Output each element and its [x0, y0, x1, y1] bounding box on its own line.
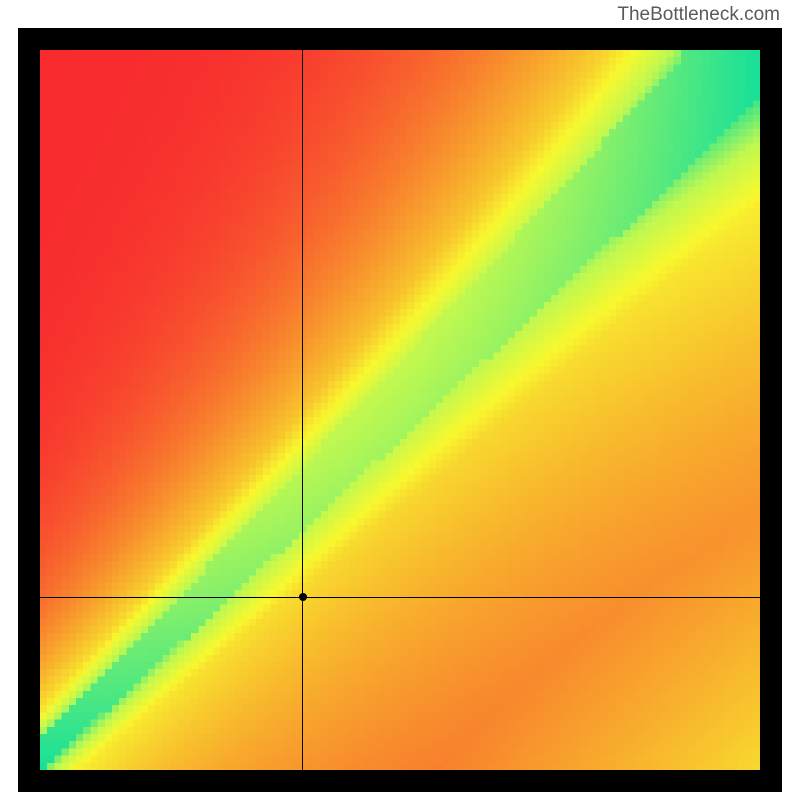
- crosshair-horizontal: [40, 597, 760, 598]
- crosshair-vertical: [302, 50, 303, 770]
- watermark-text: TheBottleneck.com: [617, 4, 780, 26]
- heatmap-canvas: [40, 50, 760, 770]
- crosshair-dot: [299, 593, 307, 601]
- heatmap-plot: [18, 28, 782, 792]
